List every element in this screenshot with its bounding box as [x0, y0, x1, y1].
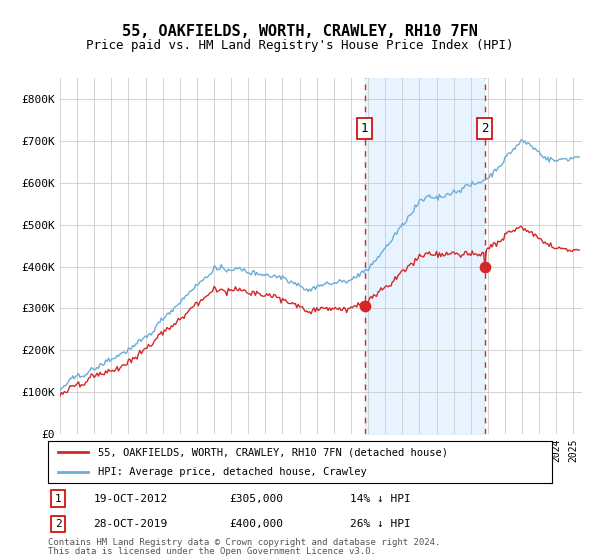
Text: Price paid vs. HM Land Registry's House Price Index (HPI): Price paid vs. HM Land Registry's House … [86, 39, 514, 52]
Point [480, 262, 490, 271]
Text: 2: 2 [55, 519, 61, 529]
Text: 2: 2 [481, 122, 488, 135]
Text: £305,000: £305,000 [229, 494, 283, 503]
Text: 28-OCT-2019: 28-OCT-2019 [94, 519, 167, 529]
Point [360, 302, 370, 311]
Text: 1: 1 [55, 494, 61, 503]
Text: HPI: Average price, detached house, Crawley: HPI: Average price, detached house, Craw… [98, 467, 367, 477]
Text: 14% ↓ HPI: 14% ↓ HPI [350, 494, 411, 503]
Text: 55, OAKFIELDS, WORTH, CRAWLEY, RH10 7FN (detached house): 55, OAKFIELDS, WORTH, CRAWLEY, RH10 7FN … [98, 447, 448, 458]
Text: Contains HM Land Registry data © Crown copyright and database right 2024.: Contains HM Land Registry data © Crown c… [48, 539, 440, 548]
Text: 1: 1 [361, 122, 368, 135]
Text: 19-OCT-2012: 19-OCT-2012 [94, 494, 167, 503]
Text: 26% ↓ HPI: 26% ↓ HPI [350, 519, 411, 529]
Text: This data is licensed under the Open Government Licence v3.0.: This data is licensed under the Open Gov… [48, 548, 376, 557]
Text: 55, OAKFIELDS, WORTH, CRAWLEY, RH10 7FN: 55, OAKFIELDS, WORTH, CRAWLEY, RH10 7FN [122, 24, 478, 39]
Text: £400,000: £400,000 [229, 519, 283, 529]
